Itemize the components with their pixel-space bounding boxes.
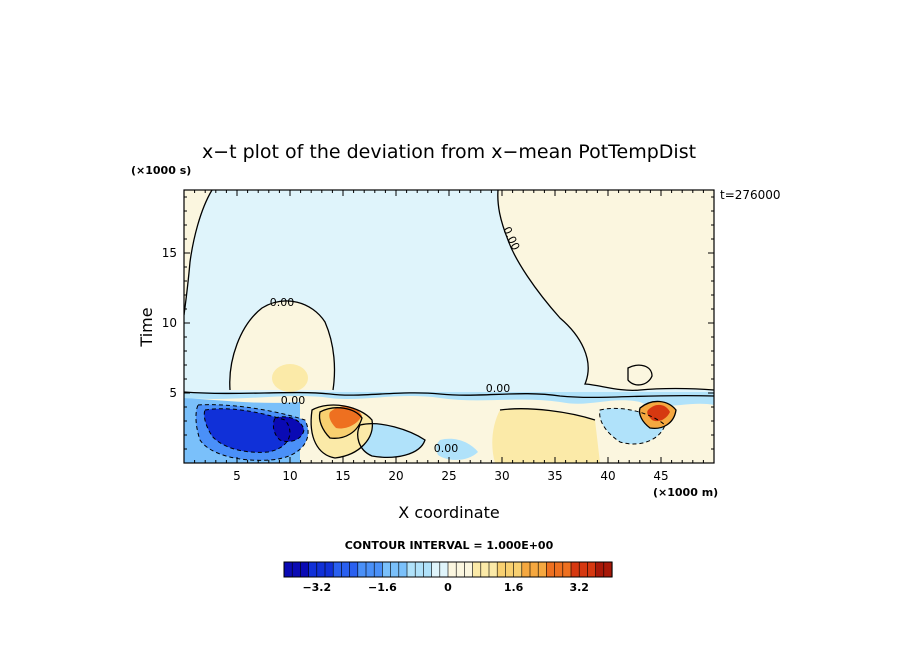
- x-tick-label: 30: [494, 469, 509, 483]
- colorbar-cell: [349, 561, 359, 578]
- y-tick-label: 15: [162, 246, 177, 260]
- colorbar-cell: [423, 561, 433, 578]
- colorbar-cell: [300, 561, 310, 578]
- contour-lines: [184, 190, 714, 459]
- colorbar-tick-label: −3.2: [302, 581, 331, 594]
- colorbar-cell: [562, 561, 572, 578]
- colorbar-frame: [283, 561, 613, 578]
- colorbar-cell: [341, 561, 351, 578]
- colorbar-cell: [439, 561, 449, 578]
- region-upper-right-positive: [497, 190, 714, 391]
- x-tick-label: 5: [233, 469, 241, 483]
- colorbar-tick-label: 3.2: [569, 581, 589, 594]
- colorbar-cell: [488, 561, 498, 578]
- colorbar-cell: [324, 561, 334, 578]
- colorbar-cell: [570, 561, 580, 578]
- x-axis: 5 10 15 20 25 30 35 40 45: [194, 190, 704, 483]
- x-tick-label: 20: [388, 469, 403, 483]
- colorbar-cell: [464, 561, 474, 578]
- colorbar-cell: [365, 561, 375, 578]
- colorbar-cell: [587, 561, 597, 578]
- x-tick-label: 15: [335, 469, 350, 483]
- x-tick-label: 35: [547, 469, 562, 483]
- colorbar-cell: [554, 561, 564, 578]
- y-unit-label: (×1000 s): [131, 164, 191, 177]
- colorbar-cell: [406, 561, 416, 578]
- colorbar-cell: [603, 561, 613, 578]
- x-tick-label: 40: [600, 469, 615, 483]
- colorbar-cell: [382, 561, 392, 578]
- colorbar-cell: [431, 561, 441, 578]
- contour-label: 0.00: [486, 382, 511, 395]
- colorbar-cell: [537, 561, 548, 578]
- colorbar-tick-label: 0: [444, 581, 452, 594]
- colorbar-cell: [505, 561, 515, 578]
- colorbar-cell: [546, 561, 556, 578]
- colorbar-cell: [513, 561, 523, 578]
- y-axis-label: Time: [137, 307, 156, 347]
- colorbar-cell: [291, 561, 302, 578]
- x-tick-label: 45: [653, 469, 668, 483]
- x-axis-label: X coordinate: [398, 503, 499, 522]
- colorbar-cell: [578, 561, 589, 578]
- colorbar-cell: [496, 561, 507, 578]
- colorbar-cell: [308, 561, 318, 578]
- colorbar-cell: [332, 561, 343, 578]
- region-lower-negative-core: [204, 408, 290, 453]
- colorbar-ticks: −3.2 −1.6 0 1.6 3.2: [302, 581, 589, 594]
- colorbar-cell: [472, 561, 482, 578]
- colorbar-cell: [283, 561, 293, 578]
- contour-label: 0.00: [270, 296, 295, 309]
- region-upper-left-positive: [184, 190, 212, 315]
- colorbar-cell: [447, 561, 457, 578]
- x-tick-label: 25: [441, 469, 456, 483]
- colorbar-cell: [316, 561, 326, 578]
- colorbar-cell: [398, 561, 408, 578]
- colorbar-cell: [373, 561, 384, 578]
- colorbar-cell: [390, 561, 400, 578]
- contour-interval-label: CONTOUR INTERVAL = 1.000E+00: [345, 539, 554, 552]
- plot-area: 0.000.000.000.000.00: [183, 189, 715, 464]
- time-label: t=276000: [720, 188, 781, 202]
- region-dome-positive: [229, 300, 335, 390]
- colorbar-cell: [595, 561, 605, 578]
- colorbar-cell: [455, 561, 466, 578]
- contour-label: 0.00: [281, 394, 306, 407]
- negative-contour-lines: [195, 404, 666, 461]
- region-positive-peak-x45: [647, 404, 670, 422]
- colorbar: [283, 561, 613, 578]
- y-tick-label: 5: [169, 386, 177, 400]
- x-unit-label: (×1000 m): [653, 486, 718, 499]
- y-axis: 5 10 15: [162, 196, 714, 450]
- colorbar-cell: [529, 561, 539, 578]
- colorbar-tick-label: 1.6: [504, 581, 524, 594]
- y-tick-label: 10: [162, 316, 177, 330]
- x-tick-label: 10: [282, 469, 297, 483]
- colorbar-cell: [414, 561, 425, 578]
- colorbar-cell: [357, 561, 367, 578]
- contour-label: 0.00: [434, 442, 459, 455]
- colorbar-tick-label: −1.6: [368, 581, 397, 594]
- colorbar-cell: [480, 561, 490, 578]
- chart-title: x−t plot of the deviation from x−mean Po…: [202, 141, 696, 163]
- colorbar-cell: [521, 561, 531, 578]
